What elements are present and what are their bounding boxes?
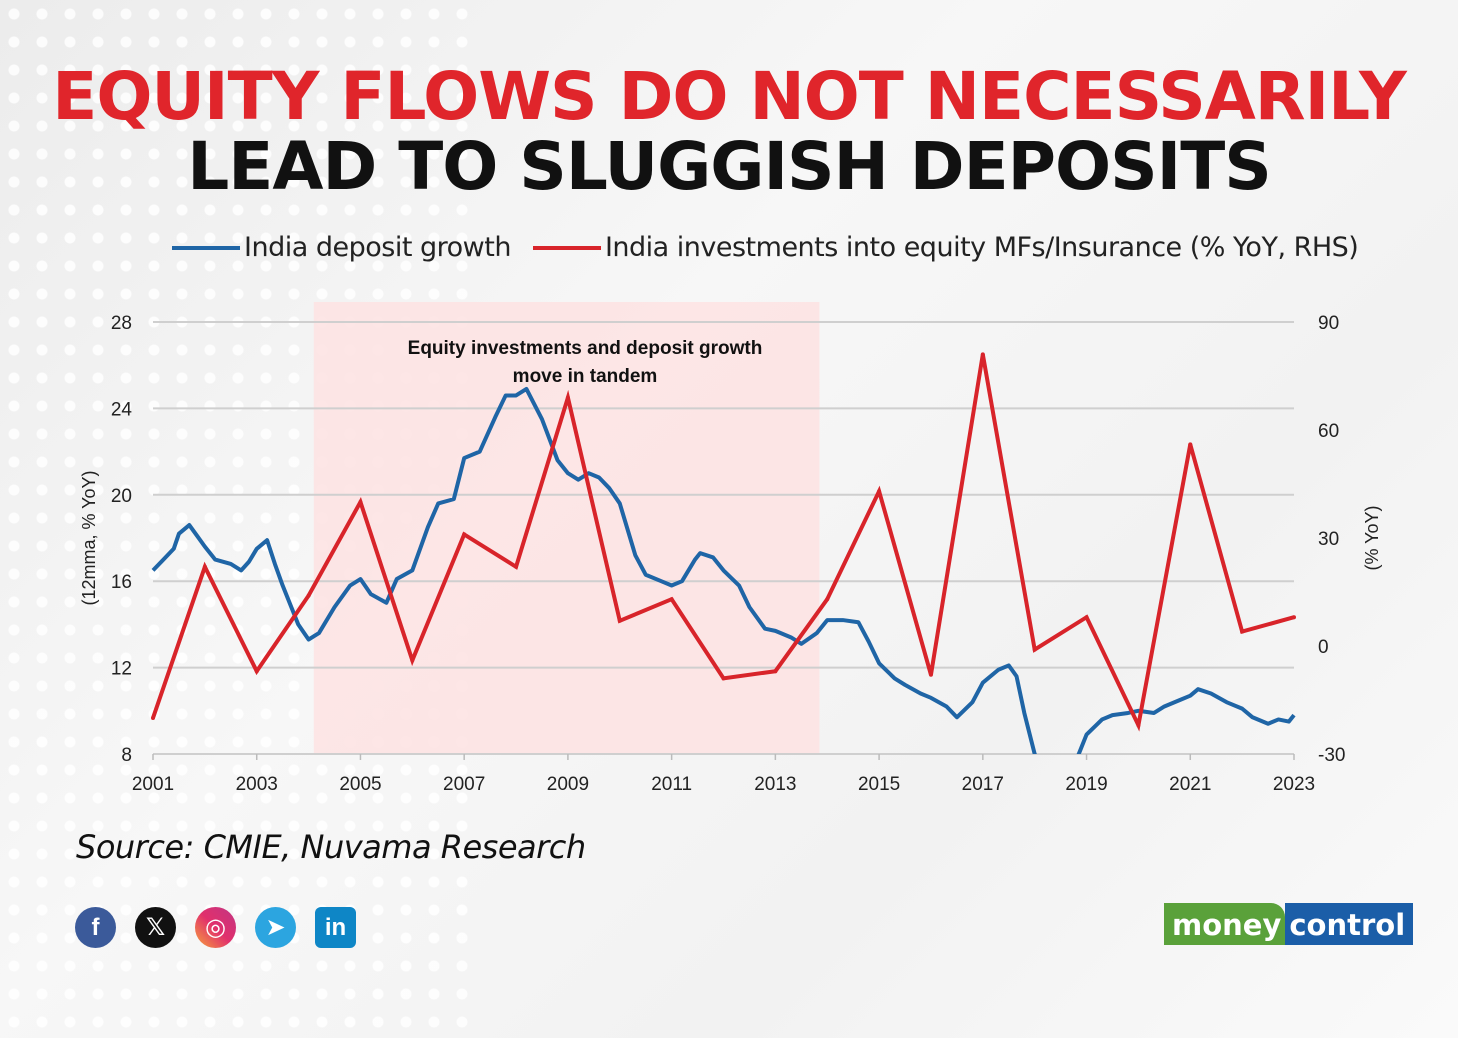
data-point-equity	[514, 564, 519, 569]
data-point-equity	[617, 618, 622, 623]
data-point-equity	[669, 597, 674, 602]
source-note: Source: CMIE, Nuvama Research	[76, 828, 586, 866]
legend-swatch-red	[532, 245, 601, 250]
y-tick-right: 0	[1318, 637, 1329, 658]
data-point-equity	[1136, 723, 1141, 728]
x-tick-label: 2019	[1065, 774, 1107, 795]
linkedin-icon[interactable]: in	[315, 907, 356, 948]
data-point-equity	[773, 669, 778, 674]
legend-item-equity: India investments into equity MFs/Insura…	[532, 232, 1359, 263]
x-tick-label: 2001	[132, 774, 174, 795]
y-tick-left: 12	[111, 659, 132, 680]
instagram-icon[interactable]: ◎	[195, 907, 236, 948]
data-point-equity	[1084, 615, 1089, 620]
annotation-line-1: Equity investments and deposit growth	[408, 338, 763, 359]
data-point-equity	[151, 716, 155, 720]
y-tick-right: 90	[1318, 313, 1339, 334]
y-tick-right: -30	[1318, 745, 1345, 766]
data-point-equity	[462, 532, 467, 537]
data-point-equity	[1188, 442, 1193, 447]
data-point-equity	[877, 489, 882, 494]
title-line-2: LEAD TO SLUGGISH DEPOSITS	[187, 128, 1272, 205]
data-point-equity	[306, 593, 311, 598]
data-point-equity	[1292, 615, 1296, 620]
data-point-equity	[721, 676, 726, 681]
legend-label: India deposit growth	[244, 232, 511, 263]
y-tick-left: 20	[111, 486, 132, 507]
data-point-equity	[928, 672, 933, 677]
legend-label: India investments into equity MFs/Insura…	[604, 232, 1359, 263]
logo-part-money: money	[1164, 903, 1286, 945]
annotation-line-2: move in tandem	[513, 366, 658, 387]
y-axis-left-label: (12mma, % YoY)	[79, 470, 99, 605]
y-tick-left: 28	[111, 313, 132, 334]
x-icon[interactable]: 𝕏	[135, 907, 176, 948]
x-tick-label: 2011	[651, 774, 692, 795]
x-tick-label: 2017	[962, 774, 1004, 795]
data-point-equity	[202, 564, 207, 569]
title-line-1: EQUITY FLOWS DO NOT NECESSARILY	[52, 58, 1407, 135]
data-point-equity	[254, 669, 259, 674]
x-tick-label: 2005	[339, 774, 381, 795]
series-line-deposit-growth	[151, 386, 1296, 754]
data-point-equity	[980, 352, 985, 357]
data-point-equity	[1032, 647, 1037, 652]
y-axis-right-label: (% YoY)	[1362, 505, 1382, 570]
moneycontrol-logo: money control	[1164, 903, 1414, 945]
data-point-equity	[1240, 629, 1245, 634]
data-point-equity	[565, 395, 570, 400]
legend-swatch-blue	[172, 245, 240, 250]
y-tick-left: 24	[111, 399, 133, 420]
x-tick-label: 2021	[1169, 774, 1211, 795]
x-tick-label: 2007	[443, 774, 485, 795]
y-tick-left: 8	[121, 745, 132, 766]
x-tick-label: 2003	[236, 774, 278, 795]
y-tick-right: 60	[1318, 421, 1339, 442]
data-point-equity	[825, 597, 830, 602]
x-tick-label: 2013	[754, 774, 796, 795]
legend-item-deposit: India deposit growth	[172, 232, 511, 263]
data-point-equity	[410, 658, 415, 663]
x-tick-label: 2023	[1273, 774, 1315, 795]
x-tick-label: 2009	[547, 774, 589, 795]
y-tick-left: 16	[111, 572, 132, 593]
facebook-icon[interactable]: f	[75, 907, 116, 948]
social-icons: f 𝕏 ◎ ➤ in	[75, 907, 356, 948]
legend: India deposit growth India investments i…	[172, 232, 1380, 263]
data-point-equity	[358, 500, 363, 504]
telegram-icon[interactable]: ➤	[255, 907, 296, 948]
logo-part-control: control	[1285, 903, 1414, 945]
y-tick-right: 30	[1318, 529, 1339, 550]
x-tick-label: 2015	[858, 774, 900, 795]
